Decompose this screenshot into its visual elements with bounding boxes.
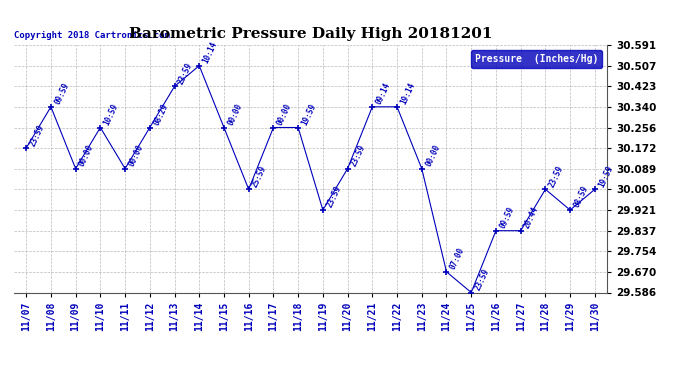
Text: 23:59: 23:59 bbox=[177, 61, 195, 86]
Text: 23:59: 23:59 bbox=[547, 164, 565, 189]
Text: 23:59: 23:59 bbox=[473, 267, 491, 292]
Text: 23:59: 23:59 bbox=[325, 184, 343, 209]
Text: 19:59: 19:59 bbox=[597, 164, 615, 189]
Text: 08:29: 08:29 bbox=[152, 102, 170, 127]
Text: 23:59: 23:59 bbox=[350, 143, 368, 168]
Text: 07:00: 07:00 bbox=[448, 246, 466, 271]
Text: 25:59: 25:59 bbox=[250, 164, 268, 189]
Text: 10:14: 10:14 bbox=[201, 40, 219, 65]
Text: 00:00: 00:00 bbox=[275, 102, 293, 127]
Text: 20:44: 20:44 bbox=[522, 205, 540, 230]
Text: 19:59: 19:59 bbox=[300, 102, 318, 127]
Text: 00:00: 00:00 bbox=[226, 102, 244, 127]
Text: 19:14: 19:14 bbox=[399, 81, 417, 106]
Text: 00:00: 00:00 bbox=[127, 143, 145, 168]
Text: 09:14: 09:14 bbox=[374, 81, 392, 106]
Text: 00:00: 00:00 bbox=[424, 143, 442, 168]
Text: 08:59: 08:59 bbox=[572, 184, 590, 209]
Text: 00:00: 00:00 bbox=[77, 143, 95, 168]
Legend: Pressure  (Inches/Hg): Pressure (Inches/Hg) bbox=[471, 50, 602, 68]
Text: Copyright 2018 Cartronics.com: Copyright 2018 Cartronics.com bbox=[14, 31, 170, 40]
Text: 10:59: 10:59 bbox=[102, 102, 120, 127]
Text: 09:59: 09:59 bbox=[53, 81, 71, 106]
Text: 09:59: 09:59 bbox=[498, 205, 516, 230]
Text: 23:59: 23:59 bbox=[28, 123, 46, 147]
Title: Barometric Pressure Daily High 20181201: Barometric Pressure Daily High 20181201 bbox=[129, 27, 492, 41]
